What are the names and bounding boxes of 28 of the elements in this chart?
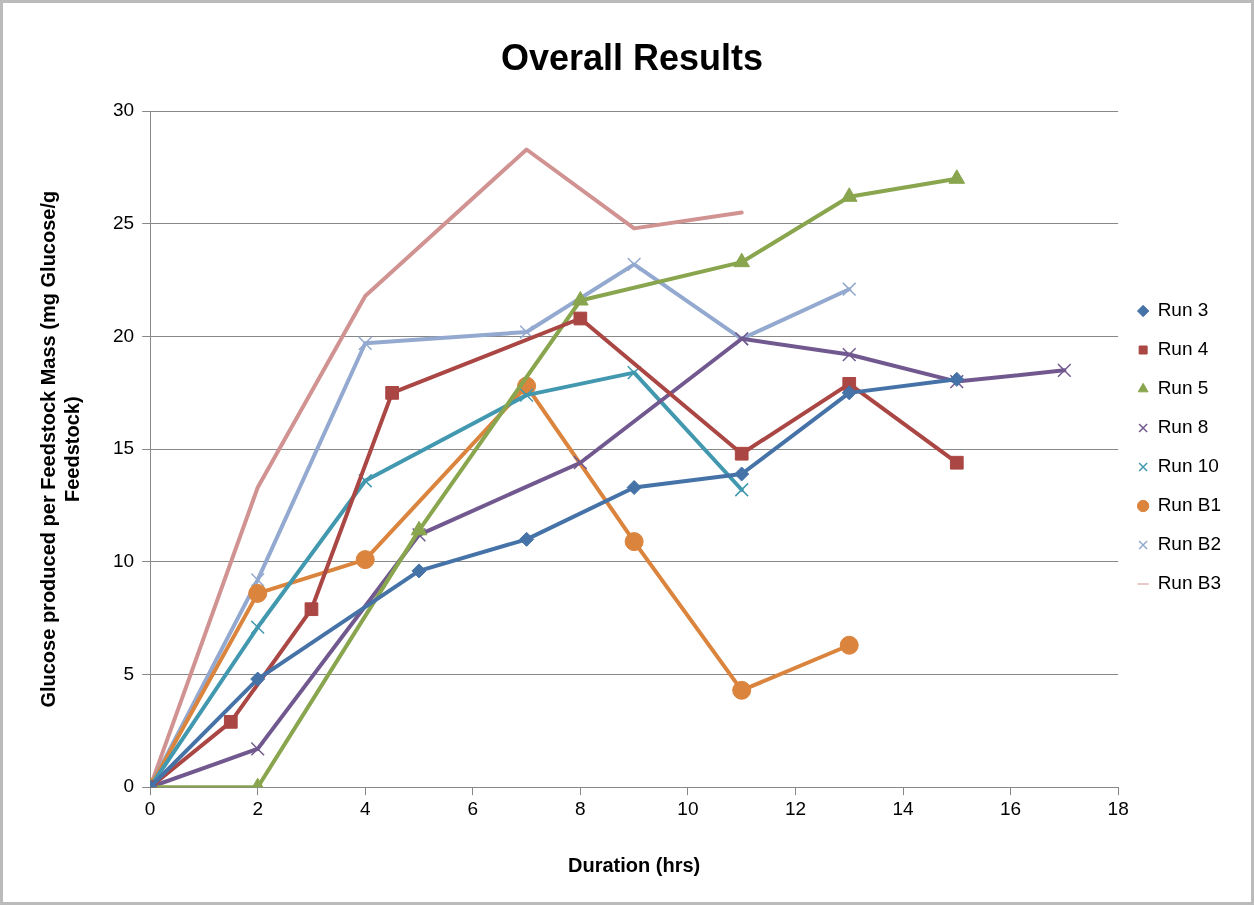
x-tick-label: 16 bbox=[1000, 797, 1022, 819]
y-axis-title: Glucose produced per Feedstock Mass (mg Glucose/g Feedstock) bbox=[36, 190, 83, 708]
x-tick-label: 8 bbox=[575, 797, 586, 819]
legend-label: Run B1 bbox=[1157, 494, 1221, 516]
x-tick-label: 6 bbox=[467, 797, 479, 819]
y-tick-label: 30 bbox=[112, 99, 135, 121]
x-tick-label: 18 bbox=[1107, 797, 1129, 819]
chart-title: Overall Results bbox=[500, 36, 764, 78]
x-tick-label: 14 bbox=[892, 797, 915, 819]
legend-label: Run 8 bbox=[1157, 416, 1209, 438]
y-tick-label: 20 bbox=[112, 324, 135, 346]
x-axis-title: Duration (hrs) bbox=[568, 853, 701, 876]
legend-label: Run B2 bbox=[1157, 533, 1221, 555]
y-tick-label: 5 bbox=[123, 662, 135, 684]
x-tick-label: 2 bbox=[252, 797, 263, 819]
legend-label: Run 10 bbox=[1157, 455, 1219, 477]
legend-label: Run 5 bbox=[1157, 377, 1209, 399]
x-tick-label: 4 bbox=[359, 797, 371, 819]
x-tick-label: 10 bbox=[677, 797, 699, 819]
y-tick-label: 15 bbox=[112, 437, 135, 459]
y-tick-label: 10 bbox=[112, 550, 135, 572]
y-tick-label: 0 bbox=[123, 775, 135, 797]
x-tick-label: 0 bbox=[144, 797, 156, 819]
y-tick-label: 25 bbox=[112, 212, 135, 234]
legend-label: Run B3 bbox=[1157, 572, 1221, 594]
legend-label: Run 4 bbox=[1157, 338, 1209, 360]
x-tick-label: 12 bbox=[784, 797, 807, 819]
legend-label: Run 3 bbox=[1157, 299, 1209, 321]
